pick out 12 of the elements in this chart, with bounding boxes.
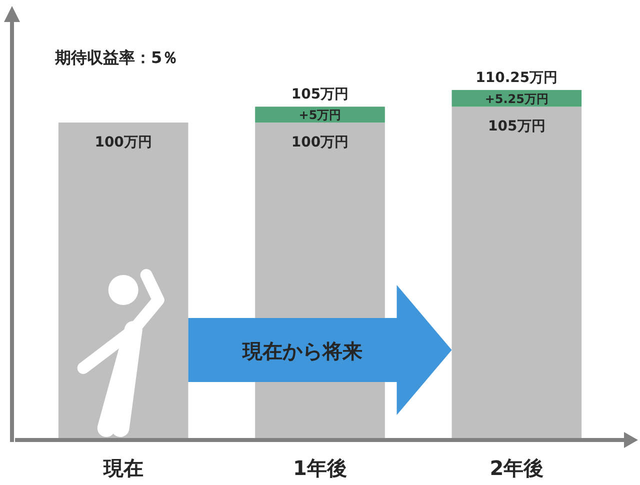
data-label: 100万円 (94, 134, 152, 151)
data-label: +5.25万円 (484, 92, 549, 106)
total-label: 110.25万円 (476, 70, 558, 86)
x-tick-label: 1年後 (293, 456, 347, 480)
x-tick-label: 現在 (102, 456, 144, 480)
annotation: 現在から将来 (242, 339, 362, 363)
x-tick-label: 2年後 (490, 456, 544, 480)
data-label: 100万円 (291, 134, 349, 151)
data-label: +5万円 (298, 108, 342, 122)
data-label: 105万円 (488, 118, 546, 135)
total-label: 105万円 (291, 86, 349, 103)
text: 期待収益率：5％ (54, 48, 178, 67)
